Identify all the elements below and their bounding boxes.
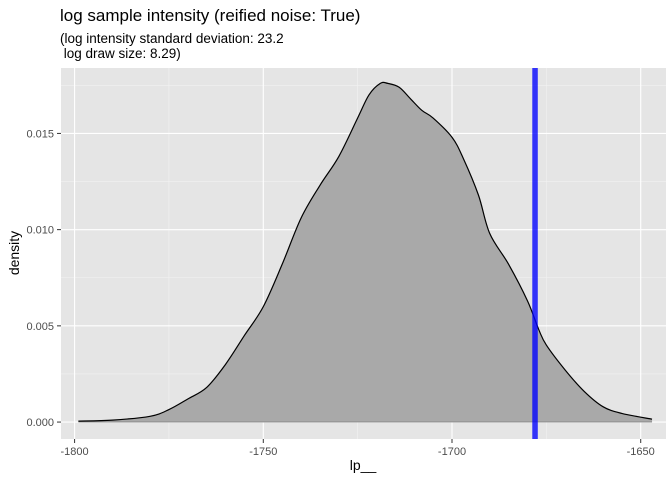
chart-title: log sample intensity (reified noise: Tru… — [60, 6, 360, 25]
chart-subtitle-line-1: (log intensity standard deviation: 23.2 — [60, 31, 284, 46]
density-area — [78, 82, 653, 423]
x-axis-ticks: -1800 -1750 -1700 -1650 — [61, 439, 655, 458]
chart-subtitle-line-2: log draw size: 8.29) — [60, 46, 181, 61]
y-axis-title: density — [6, 231, 22, 275]
density-curve — [78, 81, 653, 422]
x-axis-title: lp__ — [350, 457, 377, 473]
x-tick-label: -1700 — [438, 446, 466, 458]
y-tick-label: 0.000 — [26, 417, 54, 429]
y-tick-label: 0.015 — [26, 128, 54, 140]
y-axis-ticks: 0.000 0.005 0.010 0.015 — [26, 128, 61, 429]
y-tick-label: 0.010 — [26, 225, 54, 237]
x-tick-label: -1650 — [627, 446, 655, 458]
x-tick-label: -1750 — [249, 446, 277, 458]
x-tick-label: -1800 — [61, 446, 89, 458]
y-tick-label: 0.005 — [26, 321, 54, 333]
